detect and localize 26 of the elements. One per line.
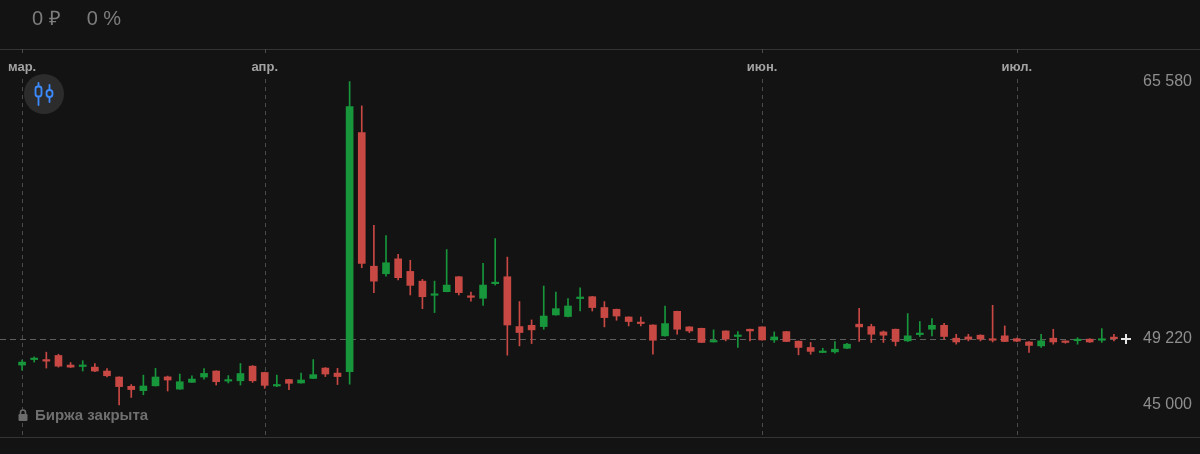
candlestick [734,331,742,348]
candlestick [442,249,451,293]
y-tick-label: 49 220 [1143,329,1193,347]
candlestick [273,374,281,388]
y-tick-label: 45 000 [1143,395,1193,413]
candlestick [903,313,912,342]
candlestick [224,375,233,384]
text: 0 % [86,6,122,30]
candlestick [370,225,378,293]
x-tick-label: июн. [746,58,778,74]
annotation: Биржа закрыта [35,406,149,424]
candlestick [576,287,584,312]
candlestick [855,308,863,342]
x-tick-label: июл. [1001,58,1033,74]
x-tick-label: мар. [7,58,37,74]
candlestick [1097,328,1106,343]
candlestick [491,238,500,286]
y-tick-label: 65 580 [1143,71,1193,89]
x-tick-label: апр. [251,58,279,74]
candlestick [309,359,318,379]
candlestick [831,341,839,354]
text: 0 ₽ [32,6,61,30]
candlestick [127,384,136,398]
candlestick [915,321,924,337]
candlestick [78,360,87,372]
candlestick [539,285,548,330]
